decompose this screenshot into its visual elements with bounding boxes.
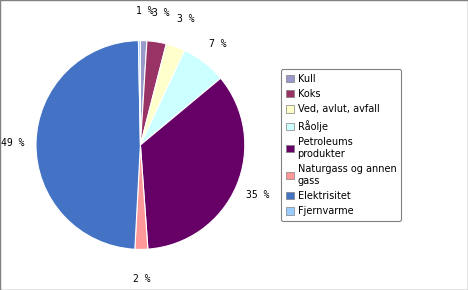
- Text: 3 %: 3 %: [153, 8, 170, 18]
- Text: 1 %: 1 %: [136, 6, 154, 17]
- Text: 7 %: 7 %: [210, 39, 227, 49]
- Wedge shape: [140, 78, 245, 249]
- Text: 49 %: 49 %: [1, 138, 25, 148]
- Legend: Kull, Koks, Ved, avlut, avfall, Råolje, Petroleums
produkter, Naturgass og annen: Kull, Koks, Ved, avlut, avfall, Råolje, …: [281, 69, 401, 221]
- Wedge shape: [140, 41, 166, 145]
- Text: 2 %: 2 %: [133, 274, 151, 284]
- Wedge shape: [36, 41, 140, 249]
- Wedge shape: [140, 50, 221, 145]
- Wedge shape: [140, 41, 147, 145]
- Wedge shape: [135, 145, 148, 249]
- Text: 3 %: 3 %: [177, 14, 194, 24]
- Text: 35 %: 35 %: [246, 190, 270, 200]
- Wedge shape: [139, 41, 140, 145]
- Wedge shape: [140, 44, 185, 145]
